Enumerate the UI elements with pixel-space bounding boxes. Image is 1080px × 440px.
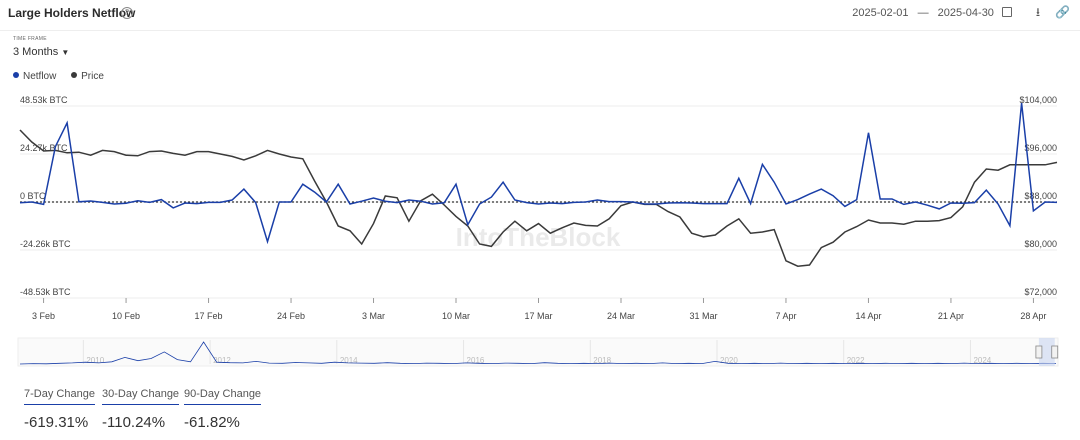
- legend-label-price: Price: [81, 71, 104, 82]
- main-chart[interactable]: IntoTheBlock 48.53k BTC 24.27k BTC 0 BTC -2…: [0, 90, 1080, 330]
- navigator-year-label: 2020: [720, 356, 738, 365]
- navigator-handle-right[interactable]: [1051, 345, 1059, 359]
- timeframe-value: 3 Months: [13, 46, 59, 58]
- navigator-handle-left[interactable]: [1035, 345, 1043, 359]
- navigator-year-label: 2014: [340, 356, 358, 365]
- legend-label-netflow: Netflow: [23, 71, 57, 82]
- link-icon[interactable]: 🔗: [1055, 5, 1070, 19]
- x-axis-tick-label: 14 Apr: [855, 311, 881, 321]
- left-axis-tick-label: 24.27k BTC: [20, 143, 68, 153]
- date-end[interactable]: 2025-04-30: [937, 7, 994, 19]
- legend-item-price[interactable]: Price: [71, 71, 104, 82]
- date-range-picker[interactable]: 2025-02-01 — 2025-04-30: [849, 7, 1012, 19]
- help-icon[interactable]: ?: [121, 7, 133, 19]
- x-axis-tick-label: 28 Apr: [1020, 311, 1046, 321]
- watermark-logo: IntoTheBlock: [456, 222, 621, 252]
- chart-header: Large Holders Netflow ? 2025-02-01 — 202…: [0, 0, 1080, 30]
- legend-dot-netflow: [13, 72, 19, 78]
- navigator-year-label: 2012: [213, 356, 231, 365]
- left-axis-tick-label: -24.26k BTC: [20, 239, 71, 249]
- navigator-year-label: 2010: [86, 356, 104, 365]
- tab-30-day-change[interactable]: 30-Day Change: [102, 388, 180, 405]
- left-axis-tick-label: -48.53k BTC: [20, 287, 71, 297]
- x-axis-tick-label: 3 Feb: [32, 311, 55, 321]
- right-axis-tick-label: $96,000: [1024, 143, 1057, 153]
- date-separator: —: [917, 7, 929, 19]
- navigator-year-label: 2022: [847, 356, 865, 365]
- x-axis-tick-label: 21 Apr: [938, 311, 964, 321]
- right-axis-tick-label: $88,000: [1024, 191, 1057, 201]
- legend: Netflow Price: [13, 71, 116, 82]
- right-axis-tick-label: $80,000: [1024, 239, 1057, 249]
- timeframe-label: TIME FRAME: [13, 36, 47, 42]
- x-axis-tick-label: 24 Feb: [277, 311, 305, 321]
- right-axis: $104,000 $96,000 $88,000 $80,000 $72,000: [1019, 95, 1057, 297]
- left-axis-tick-label: 48.53k BTC: [20, 95, 68, 105]
- left-axis: 48.53k BTC 24.27k BTC 0 BTC -24.26k BTC -48.…: [20, 95, 71, 297]
- left-axis-tick-label: 0 BTC: [20, 191, 46, 201]
- x-axis: 3 Feb 10 Feb 17 Feb 24 Feb 3 Mar 10 Mar 17 Mar…: [32, 298, 1046, 321]
- x-axis-tick-label: 17 Feb: [195, 311, 223, 321]
- navigator-year-label: 2018: [593, 356, 611, 365]
- chevron-down-icon: ▼: [61, 48, 70, 57]
- calendar-icon[interactable]: [1002, 7, 1012, 17]
- legend-dot-price: [71, 72, 78, 78]
- right-axis-tick-label: $72,000: [1024, 287, 1057, 297]
- navigator-years: 2010 2012 2014 2016 2018 2020 2022 2024: [82, 340, 992, 365]
- page-title: Large Holders Netflow: [8, 6, 136, 20]
- tab-90-day-change[interactable]: 90-Day Change: [184, 388, 262, 405]
- navigator-selection[interactable]: [1038, 338, 1055, 366]
- timeframe-select[interactable]: 3 Months ▼: [13, 46, 69, 58]
- x-axis-tick-label: 31 Mar: [689, 311, 717, 321]
- right-axis-tick-label: $104,000: [1019, 95, 1057, 105]
- navigator-overview-line: [19, 341, 1057, 365]
- change-value-7-day: -619.31%: [24, 414, 89, 431]
- navigator-year-label: 2016: [467, 356, 485, 365]
- x-axis-tick-label: 7 Apr: [775, 311, 796, 321]
- change-value-90-day: -61.82%: [184, 414, 240, 431]
- change-value-30-day: -110.24%: [102, 414, 166, 431]
- navigator-background: [17, 337, 1059, 367]
- x-axis-tick-label: 10 Feb: [112, 311, 140, 321]
- price-series-line: [19, 129, 1058, 267]
- x-axis-tick-label: 17 Mar: [524, 311, 552, 321]
- x-axis-tick-label: 10 Mar: [442, 311, 470, 321]
- range-navigator[interactable]: 2010 2012 2014 2016 2018 2020 2022 2024: [0, 336, 1080, 370]
- download-icon[interactable]: ⭳: [1035, 5, 1041, 19]
- netflow-series-line: [19, 103, 1058, 245]
- header-divider: [0, 30, 1080, 31]
- navigator-year-label: 2024: [973, 356, 991, 365]
- legend-item-netflow[interactable]: Netflow: [13, 71, 56, 82]
- date-start[interactable]: 2025-02-01: [852, 7, 909, 19]
- x-axis-tick-label: 3 Mar: [362, 311, 385, 321]
- tab-7-day-change[interactable]: 7-Day Change: [24, 388, 95, 405]
- x-axis-tick-label: 24 Mar: [607, 311, 635, 321]
